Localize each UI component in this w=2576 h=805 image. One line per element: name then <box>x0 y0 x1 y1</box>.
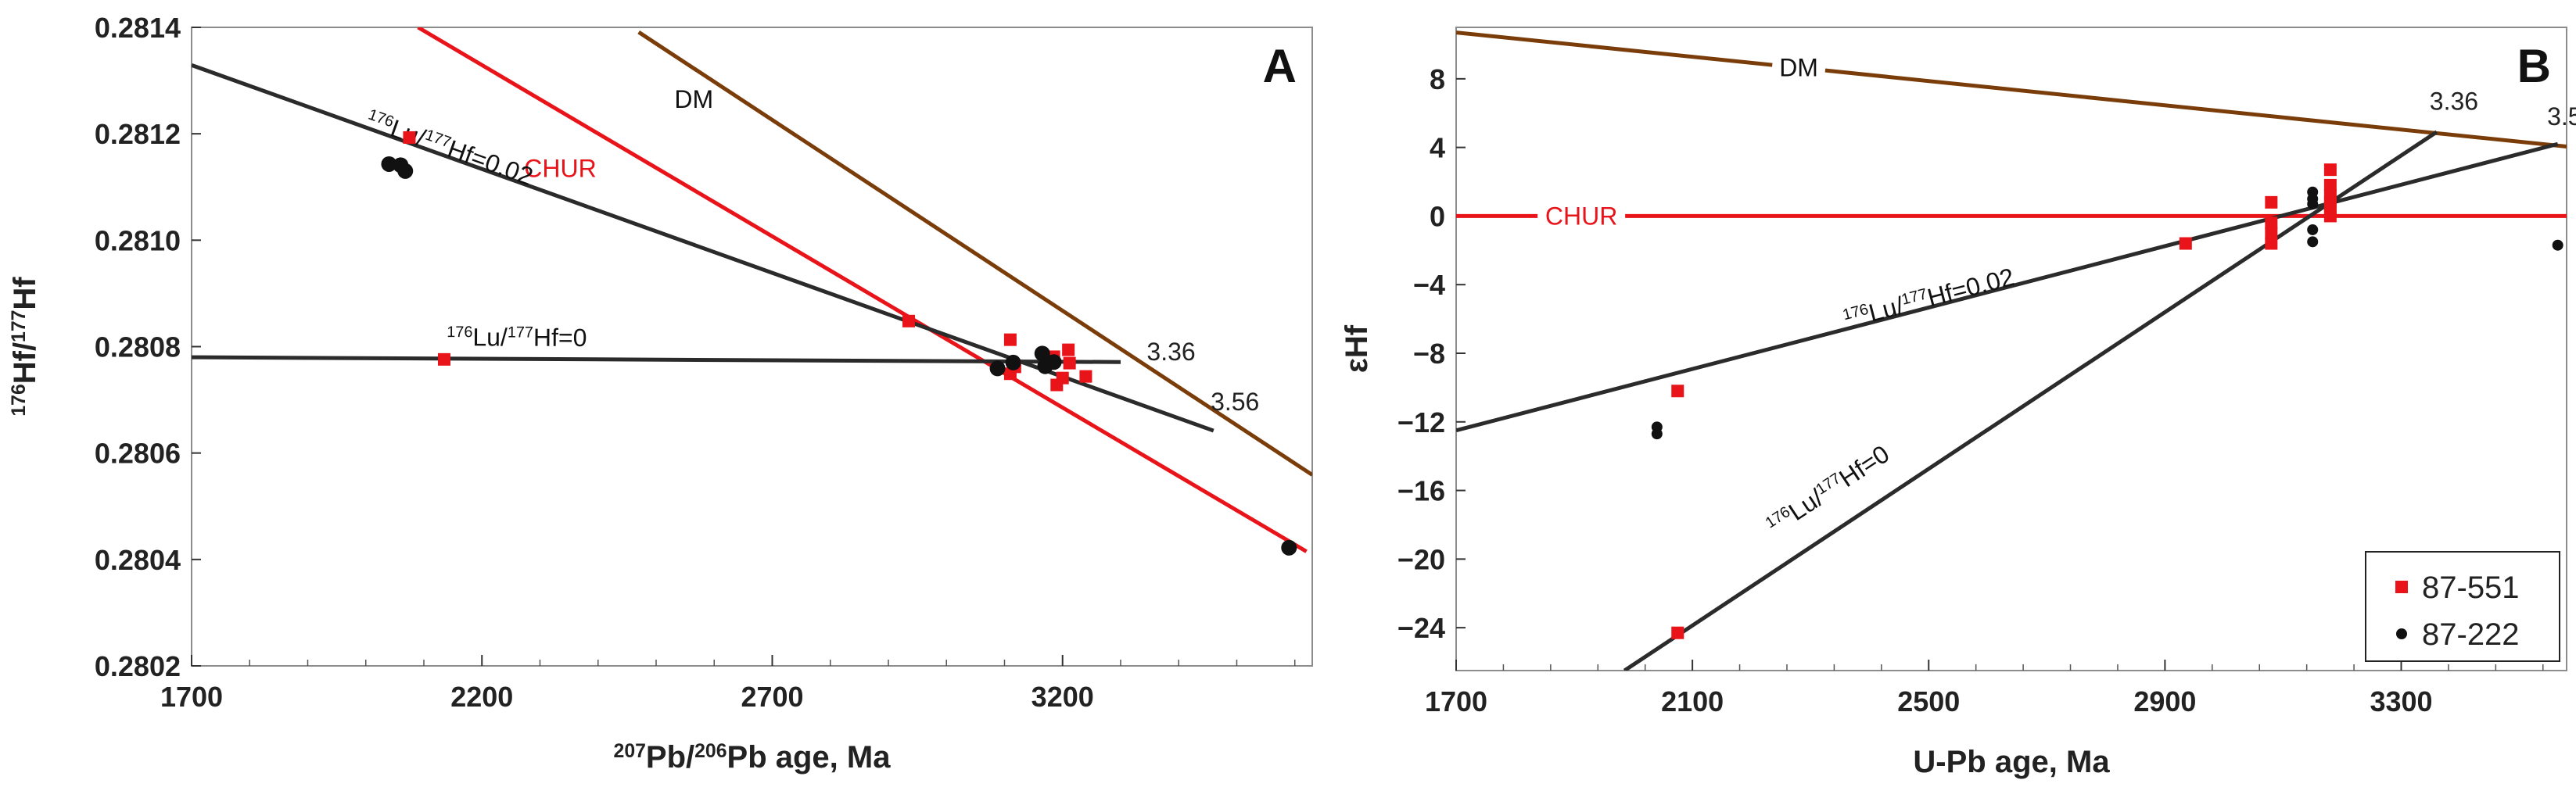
y-tick-label: 0 <box>1430 200 1445 232</box>
data-point-87-222 <box>381 156 397 172</box>
data-point-87-222 <box>1005 354 1021 370</box>
y-tick-label: 0.2804 <box>95 544 181 576</box>
data-point-87-551 <box>437 352 450 366</box>
x-tick-label: 1700 <box>1425 685 1487 717</box>
panel-label: A <box>1263 40 1297 92</box>
data-point-87-222 <box>2307 236 2319 248</box>
data-point-87-551 <box>2323 178 2337 191</box>
data-point-87-551 <box>1671 626 1684 639</box>
data-point-87-551 <box>2265 227 2278 240</box>
data-point-87-551 <box>1671 385 1684 398</box>
data-point-87-222 <box>2307 199 2319 210</box>
line-label-bg <box>662 70 726 128</box>
line-dm <box>1456 30 2567 149</box>
x-tick-label: 1700 <box>160 681 223 713</box>
data-point-87-551 <box>1062 343 1075 356</box>
y-tick-label: 0.2814 <box>95 12 181 44</box>
line-label-bg <box>1771 48 1828 88</box>
x-tick-label: 3200 <box>1031 681 1094 713</box>
data-point-87-222 <box>2307 224 2319 235</box>
data-point-87-551 <box>2265 195 2278 209</box>
data-point-87-551 <box>2179 237 2192 250</box>
data-point-87-551 <box>2323 163 2337 177</box>
y-tick-label: 0.2806 <box>95 438 181 470</box>
y-tick-label: −12 <box>1397 406 1445 438</box>
data-point-87-551 <box>403 131 416 144</box>
data-point-87-222 <box>397 163 414 179</box>
x-tick-label: 2500 <box>1897 685 1960 717</box>
x-tick-label: 2100 <box>1661 685 1724 717</box>
line-lu-hf-0 <box>192 355 1121 364</box>
line-label-chur: CHUR <box>1545 202 1617 230</box>
line-label-bg <box>1537 199 1626 234</box>
y-tick-label: −20 <box>1397 543 1445 575</box>
y-tick-label: 8 <box>1430 63 1445 95</box>
line-lu-hf-0 <box>1623 130 2438 671</box>
x-axis-title: U-Pb age, Ma <box>1913 745 2110 779</box>
line-label-dm: DM <box>674 85 713 113</box>
y-tick-label: −4 <box>1413 269 1445 301</box>
line-chur <box>417 27 1308 553</box>
legend-label: 87-551 <box>2422 571 2520 605</box>
line-label-lu-hf-0: 176Lu/177Hf=0 <box>447 323 587 352</box>
data-point-87-551 <box>2265 237 2278 250</box>
x-tick-label: 2700 <box>741 681 803 713</box>
line-label-dm: DM <box>1779 54 1818 82</box>
panel-a: 0.2802 0.2804 0.2806 0.2808 0.2810 0.2812 0.28… <box>8 12 1313 775</box>
legend-box <box>2365 551 2560 662</box>
panel-label: B <box>2517 40 2551 92</box>
line-lu-hf-0-02 <box>1456 141 2559 433</box>
data-point-87-222 <box>989 360 1006 377</box>
legend-marker-square <box>2395 581 2408 593</box>
plot-frame <box>191 27 1313 667</box>
reference-lines <box>1456 30 2567 671</box>
line-label-chur: CHUR <box>524 154 596 182</box>
series-87-222 <box>381 156 1297 556</box>
x-axis-title: 207Pb/206Pb age, Ma <box>614 740 892 775</box>
legend-marker-circle <box>2396 628 2407 639</box>
panel-b: 8 4 0 −4 −8 −12 −16 −20 −24 1700 2100 2500 2900 3300 U… <box>1340 27 2576 779</box>
line-label-bg <box>514 131 607 206</box>
y-axis-title: εHf <box>1340 324 1374 373</box>
y-tick-label: 0.2802 <box>95 650 181 682</box>
data-point-87-222 <box>2552 239 2563 251</box>
data-point-87-551 <box>1056 371 1069 385</box>
y-tick-label: 0.2808 <box>95 331 181 363</box>
annotation-age: 3.56 <box>1211 388 1259 416</box>
data-point-87-222 <box>1034 345 1050 362</box>
data-point-87-222 <box>1651 428 1663 440</box>
legend-label: 87-222 <box>2422 617 2520 652</box>
data-point-87-222 <box>1046 354 1062 370</box>
y-tick-label: −24 <box>1397 612 1445 644</box>
x-tick-label: 3300 <box>2370 685 2432 717</box>
annotation-age: 3.36 <box>1146 338 1195 366</box>
data-point-87-222 <box>1281 539 1297 556</box>
series-87-222 <box>1651 186 2563 440</box>
y-tick-label: 0.2810 <box>95 224 181 256</box>
legend: 87-551 87-222 <box>2365 551 2560 662</box>
data-point-87-551 <box>1063 356 1076 370</box>
y-tick-label: 0.2812 <box>95 118 181 150</box>
y-tick-label: 4 <box>1430 132 1445 164</box>
series-87-551 <box>1671 163 2337 639</box>
data-point-87-551 <box>1079 370 1092 383</box>
x-tick-label: 2200 <box>450 681 513 713</box>
x-tick-label: 2900 <box>2133 685 2196 717</box>
line-dm <box>637 30 1312 477</box>
data-point-87-551 <box>2265 216 2278 230</box>
y-tick-label: −8 <box>1413 338 1445 370</box>
data-point-87-551 <box>1003 333 1017 346</box>
data-point-87-551 <box>2323 209 2337 223</box>
y-axis-title: 176Hf/177Hf <box>8 277 42 417</box>
annotation-age: 3.56 <box>2547 102 2576 131</box>
y-tick-label: −16 <box>1397 475 1445 507</box>
data-point-87-551 <box>902 314 915 327</box>
annotation-age: 3.36 <box>2430 87 2478 115</box>
